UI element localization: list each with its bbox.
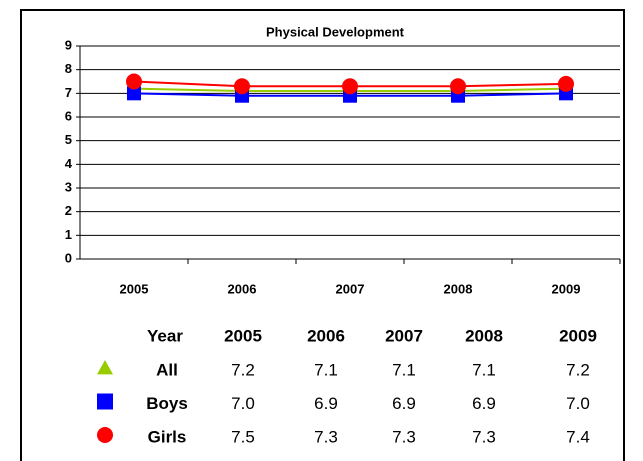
table-value: 7.0	[566, 394, 590, 413]
legend-label: Boys	[146, 394, 188, 413]
x-tick-label: 2005	[120, 281, 149, 296]
x-tick-label: 2006	[228, 281, 257, 296]
legend-marker	[97, 427, 113, 443]
y-tick-label: 0	[65, 250, 72, 265]
table-year: 2009	[559, 326, 597, 345]
data-point	[342, 78, 358, 95]
table-value: 7.3	[314, 427, 338, 446]
y-tick-label: 2	[65, 203, 72, 218]
y-tick-label: 7	[65, 85, 72, 100]
table-header: Year	[147, 326, 183, 345]
table-value: 6.9	[314, 394, 338, 413]
x-tick-label: 2007	[336, 281, 365, 296]
table-value: 7.1	[472, 360, 496, 379]
table-year: 2008	[465, 326, 503, 345]
table-value: 7.3	[392, 427, 416, 446]
frame	[20, 9, 625, 461]
y-tick-label: 1	[65, 227, 72, 242]
y-tick-label: 9	[65, 37, 72, 52]
y-tick-label: 8	[65, 61, 72, 76]
data-point	[127, 86, 141, 101]
data-point	[558, 75, 574, 92]
table-value: 6.9	[472, 394, 496, 413]
legend-marker	[97, 393, 113, 410]
table-value: 7.1	[314, 360, 338, 379]
table-year: 2005	[224, 326, 262, 345]
x-tick-label: 2009	[552, 281, 581, 296]
y-tick-label: 5	[65, 132, 72, 147]
x-tick-label: 2008	[444, 281, 473, 296]
table-value: 7.4	[566, 427, 590, 446]
data-point	[234, 78, 250, 95]
chart-title: Physical Development	[266, 24, 405, 39]
table-value: 7.1	[392, 360, 416, 379]
legend-marker	[97, 360, 113, 375]
table-year: 2006	[307, 326, 345, 345]
y-tick-label: 4	[65, 156, 73, 171]
table-value: 7.5	[231, 427, 255, 446]
y-tick-label: 6	[65, 108, 72, 123]
data-point	[450, 78, 466, 95]
legend-label: Girls	[148, 427, 187, 446]
table-value: 7.0	[231, 394, 255, 413]
table-value: 7.2	[566, 360, 590, 379]
table-value: 7.2	[231, 360, 255, 379]
y-tick-label: 3	[65, 179, 72, 194]
table-value: 7.3	[472, 427, 496, 446]
table-value: 6.9	[392, 394, 416, 413]
table-year: 2007	[385, 326, 423, 345]
data-point	[126, 73, 142, 90]
legend-label: All	[156, 360, 178, 379]
